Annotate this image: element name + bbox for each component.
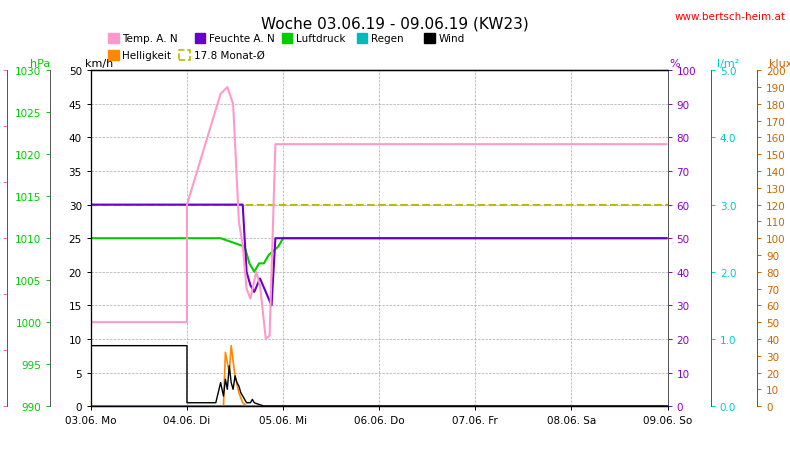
- Text: Regen: Regen: [371, 34, 404, 44]
- Text: Feuchte A. N: Feuchte A. N: [209, 34, 275, 44]
- Text: 17.8 Monat-Ø: 17.8 Monat-Ø: [194, 51, 265, 61]
- Text: klux: klux: [769, 59, 790, 69]
- Text: %: %: [669, 59, 679, 69]
- Text: Wind: Wind: [438, 34, 465, 44]
- Text: Helligkeit: Helligkeit: [122, 51, 171, 61]
- Text: Woche 03.06.19 - 09.06.19 (KW23): Woche 03.06.19 - 09.06.19 (KW23): [261, 16, 529, 31]
- Text: Luftdruck: Luftdruck: [296, 34, 346, 44]
- Text: Temp. A. N: Temp. A. N: [122, 34, 178, 44]
- Text: www.bertsch-heim.at: www.bertsch-heim.at: [675, 11, 786, 22]
- Text: hPa: hPa: [30, 59, 51, 69]
- Text: km/h: km/h: [85, 59, 113, 69]
- Text: l/m²: l/m²: [717, 59, 739, 69]
